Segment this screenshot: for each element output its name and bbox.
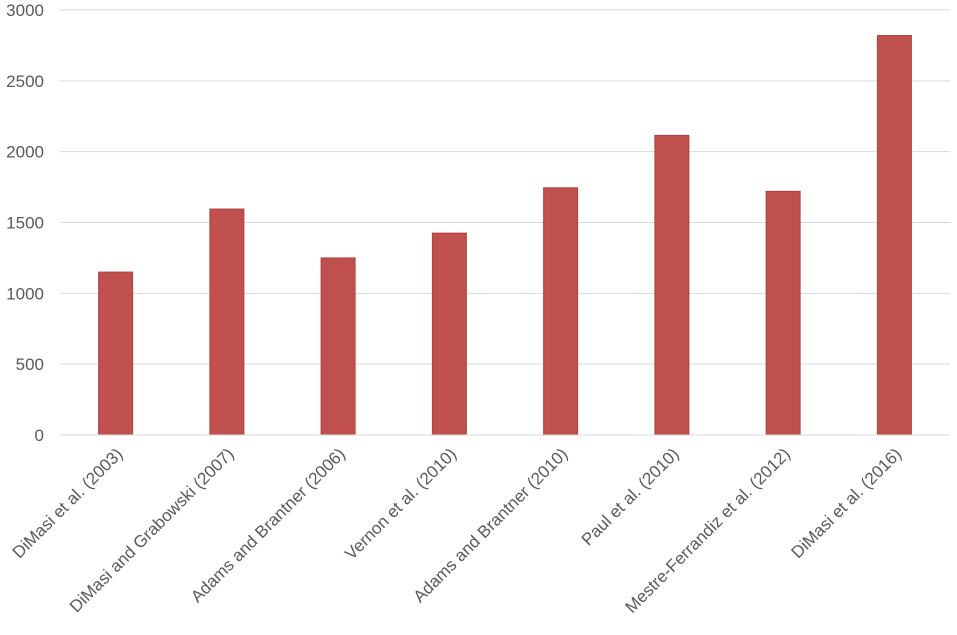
bar	[431, 232, 467, 436]
bar	[654, 134, 690, 436]
bar	[98, 271, 134, 436]
x-tick-label: Paul et al. (2010)	[578, 444, 683, 549]
x-tick-label: Vernon et al. (2010)	[341, 444, 460, 563]
x-tick-label: DiMasi et al. (2003)	[9, 444, 127, 562]
y-tick-label: 2500	[6, 72, 44, 91]
y-tick-label: 0	[35, 426, 44, 445]
x-axis-labels: DiMasi et al. (2003)DiMasi and Grabowski…	[9, 444, 905, 616]
bar	[543, 187, 579, 436]
y-tick-label: 2000	[6, 143, 44, 162]
bar	[320, 257, 356, 436]
x-tick-label: DiMasi et al. (2016)	[788, 444, 906, 562]
y-tick-label: 500	[16, 355, 44, 374]
y-axis-ticks: 0 500 1000 1500 2000 2500 3000	[6, 1, 44, 445]
gridlines	[60, 9, 950, 365]
bars	[98, 35, 912, 436]
bar	[876, 35, 912, 436]
y-tick-label: 3000	[6, 1, 44, 20]
bar	[765, 190, 801, 436]
y-tick-label: 1000	[6, 284, 44, 303]
y-tick-label: 1500	[6, 214, 44, 233]
bar	[209, 208, 245, 436]
